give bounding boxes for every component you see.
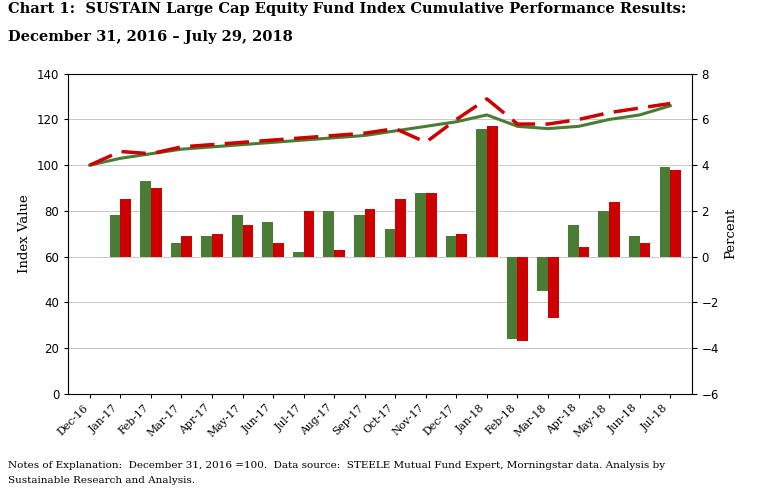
Bar — [273, 243, 283, 256]
Bar — [568, 224, 578, 256]
Bar — [537, 256, 548, 291]
Bar — [324, 211, 334, 256]
Bar — [365, 209, 375, 256]
Text: December 31, 2016 – July 29, 2018: December 31, 2016 – July 29, 2018 — [8, 30, 293, 43]
Bar — [171, 243, 182, 256]
Bar — [212, 234, 223, 256]
Bar — [609, 202, 620, 256]
Bar — [140, 181, 151, 256]
Bar — [578, 247, 589, 256]
Bar — [385, 229, 395, 256]
Bar — [670, 170, 681, 256]
Bar — [293, 252, 304, 256]
Bar — [262, 222, 273, 256]
Bar — [487, 126, 498, 256]
Bar — [334, 249, 345, 256]
Bar — [242, 224, 253, 256]
Bar — [456, 234, 467, 256]
Bar — [629, 236, 640, 256]
Bar — [415, 192, 426, 256]
Bar — [120, 199, 131, 256]
Bar — [232, 215, 242, 256]
Bar — [426, 192, 436, 256]
Bar — [518, 256, 528, 341]
Text: Sustainable Research and Analysis.: Sustainable Research and Analysis. — [8, 476, 195, 485]
Y-axis label: Percent: Percent — [724, 208, 737, 259]
Bar — [109, 215, 120, 256]
Bar — [151, 188, 162, 256]
Text: Notes of Explanation:  December 31, 2016 =100.  Data source:  STEELE Mutual Fund: Notes of Explanation: December 31, 2016 … — [8, 461, 665, 470]
Bar — [201, 236, 212, 256]
Bar — [640, 243, 651, 256]
Y-axis label: Index Value: Index Value — [18, 194, 31, 273]
Bar — [182, 236, 192, 256]
Bar — [477, 128, 487, 256]
Bar — [395, 199, 406, 256]
Text: Chart 1:  SUSTAIN Large Cap Equity Fund Index Cumulative Performance Results:: Chart 1: SUSTAIN Large Cap Equity Fund I… — [8, 2, 686, 16]
Bar — [445, 236, 456, 256]
Bar — [304, 211, 315, 256]
Bar — [548, 256, 559, 318]
Bar — [598, 211, 609, 256]
Bar — [507, 256, 518, 339]
Bar — [660, 167, 670, 256]
Bar — [354, 215, 365, 256]
